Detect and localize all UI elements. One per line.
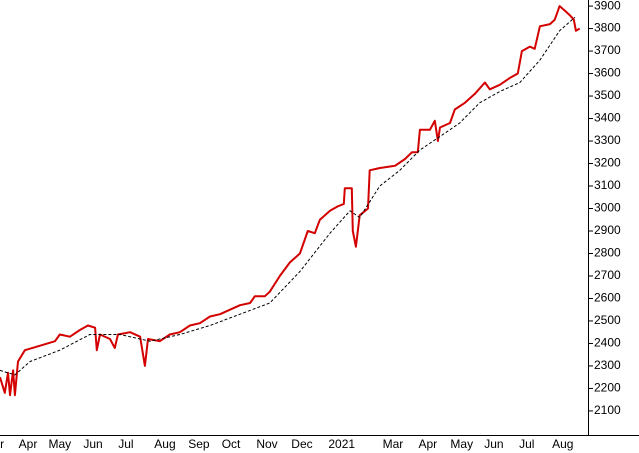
x-tick-label: Dec	[291, 437, 312, 451]
x-tick-label: Apr	[19, 437, 38, 451]
x-tick-label: 2021	[328, 437, 355, 451]
y-tick-label: 2300	[594, 358, 621, 372]
y-tick-label: 2700	[594, 268, 621, 282]
x-tick-label: Oct	[222, 437, 241, 451]
y-tick-label: 3700	[594, 43, 621, 57]
x-tick-label: r	[0, 437, 4, 451]
y-tick-label: 2200	[594, 381, 621, 395]
y-tick-label: 3200	[594, 156, 621, 170]
x-tick-label: Nov	[256, 437, 277, 451]
y-tick-label: 2800	[594, 246, 621, 260]
y-tick-label: 3600	[594, 66, 621, 80]
y-tick-label: 3300	[594, 133, 621, 147]
y-tick-label: 2500	[594, 313, 621, 327]
series-line	[0, 5, 581, 397]
x-tick-label: May	[49, 437, 72, 451]
y-tick-label: 3000	[594, 201, 621, 215]
x-tick-label: Sep	[188, 437, 210, 451]
y-tick-label: 3900	[594, 0, 621, 12]
x-tick-label: Aug	[552, 437, 573, 451]
y-tick-label: 2900	[594, 223, 621, 237]
x-tick-label: Jun	[83, 437, 102, 451]
y-tick-label: 2400	[594, 336, 621, 350]
series-line	[0, 16, 576, 376]
y-tick-label: 3400	[594, 111, 621, 125]
y-tick-label: 3800	[594, 21, 621, 35]
y-tick-label: 3100	[594, 178, 621, 192]
x-tick-label: Jun	[484, 437, 503, 451]
x-tick-label: Jul	[519, 437, 534, 451]
x-tick-label: Aug	[154, 437, 175, 451]
y-tick-label: 2100	[594, 403, 621, 417]
y-tick-label: 3500	[594, 88, 621, 102]
x-tick-label: Apr	[419, 437, 438, 451]
x-tick-label: Jul	[118, 437, 133, 451]
x-tick-label: May	[450, 437, 473, 451]
y-tick-label: 2600	[594, 291, 621, 305]
x-tick-label: Mar	[383, 437, 404, 451]
